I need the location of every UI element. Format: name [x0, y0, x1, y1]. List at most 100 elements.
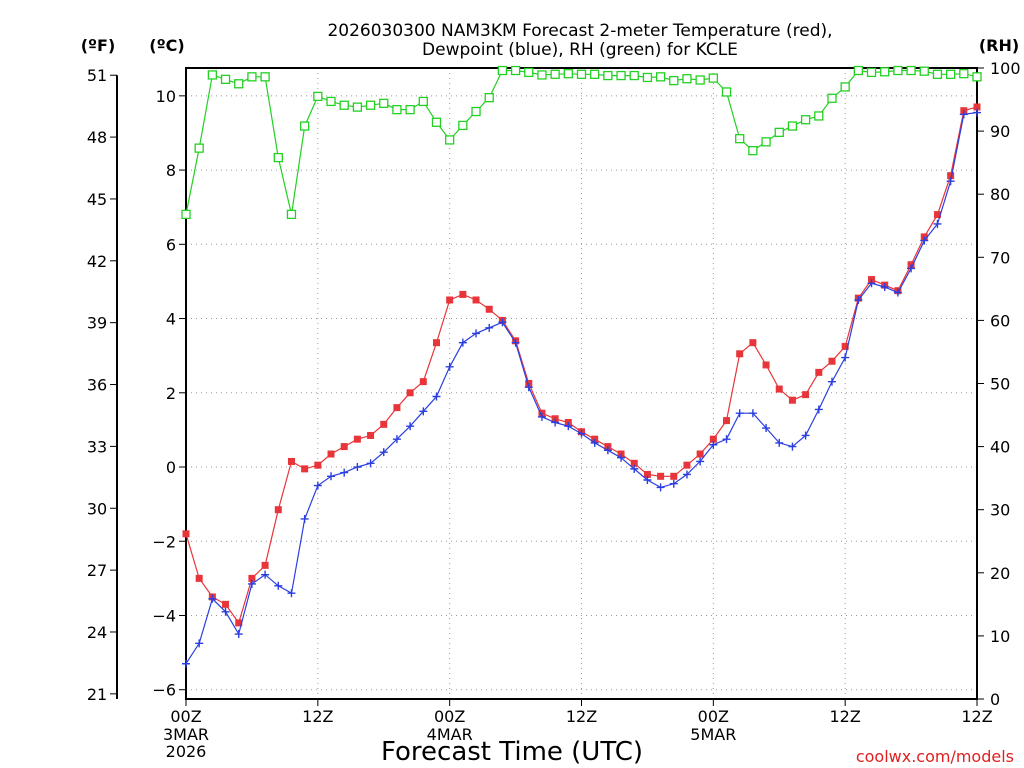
dewpoint-point — [630, 464, 639, 473]
celsius-tick-label: 10 — [156, 87, 176, 106]
fahrenheit-tick-label: 33 — [87, 437, 107, 456]
rh-point — [840, 82, 850, 92]
rh-point — [893, 65, 903, 76]
x-tick-year-label: 2026 — [166, 742, 207, 761]
x-tick-date-label: 3MAR — [163, 725, 209, 744]
dewpoint-point — [867, 279, 876, 288]
2-meter-temperature-point — [749, 339, 757, 347]
dewpoint-point — [340, 468, 349, 477]
dewpoint-point — [893, 288, 902, 297]
rh-point — [959, 69, 969, 79]
rh-point — [339, 100, 349, 110]
dewpoint-point — [313, 481, 322, 490]
celsius-unit-label: (ºC) — [149, 36, 184, 55]
dewpoint-point — [603, 446, 612, 455]
2-meter-temperature-point — [485, 305, 493, 313]
rh-point — [431, 117, 442, 127]
rh-point — [708, 73, 718, 83]
dewpoint-point — [682, 470, 691, 479]
fahrenheit-unit-label: (ºF) — [81, 36, 116, 55]
chart-title-line2: Dewpoint (blue), RH (green) for KCLE — [422, 40, 738, 60]
rh-point — [945, 69, 956, 79]
x-tick-label: 12Z — [961, 707, 992, 726]
dewpoint-point — [208, 594, 217, 603]
2-meter-temperature-point — [301, 465, 309, 473]
2-meter-temperature-point — [841, 342, 849, 350]
2-meter-temperature-point — [736, 350, 744, 358]
2-meter-temperature-point — [696, 450, 704, 458]
x-tick-label: 12Z — [302, 707, 333, 726]
dewpoint-point — [524, 383, 533, 392]
rh-point — [563, 69, 573, 79]
dewpoint-point — [551, 418, 560, 427]
rh-point — [590, 69, 600, 79]
dewpoint-point — [182, 659, 190, 668]
dewpoint-point — [814, 405, 823, 414]
2-meter-temperature-point — [287, 457, 295, 465]
2-meter-temperature-point — [630, 459, 638, 467]
chart-title-line1: 2026030300 NAM3KM Forecast 2-meter Tempe… — [327, 21, 832, 41]
dewpoint-point — [432, 392, 441, 401]
celsius-tick-label: −2 — [152, 532, 176, 551]
rh-tick-label: 40 — [990, 438, 1010, 457]
x-tick-date-label: 4MAR — [427, 725, 473, 744]
dewpoint-point — [287, 589, 296, 598]
fahrenheit-tick-label: 27 — [87, 561, 107, 580]
x-tick-label: 00Z — [434, 707, 465, 726]
dewpoint-point — [973, 108, 981, 117]
2-meter-temperature-point — [340, 443, 348, 451]
fahrenheit-tick-label: 45 — [87, 190, 107, 209]
2-meter-temperature-point — [432, 339, 440, 347]
rh-point — [458, 120, 468, 131]
dewpoint-point — [827, 377, 836, 386]
2-meter-temperature-point — [643, 470, 651, 478]
dewpoint-point — [946, 177, 955, 186]
rh-point — [484, 93, 494, 103]
2-meter-temperature-point — [762, 361, 770, 369]
2-meter-temperature-point — [828, 357, 836, 365]
rh-point — [669, 75, 679, 86]
gridlines — [186, 68, 977, 699]
rh-tick-label: 10 — [990, 627, 1010, 646]
rh-tick-label: 20 — [990, 564, 1010, 583]
dewpoint-point — [762, 424, 771, 433]
rh-point — [273, 152, 283, 163]
2-meter-temperature-point — [709, 435, 717, 443]
fahrenheit-tick-label: 48 — [87, 128, 107, 147]
axes: 1086420−2−4−6514845423936333027242110090… — [87, 59, 1021, 761]
dewpoint-point — [221, 607, 230, 616]
dewpoint-point — [537, 412, 546, 421]
rh-point — [234, 79, 244, 89]
rh-point — [194, 143, 204, 153]
dewpoint-point — [643, 476, 652, 485]
2-meter-temperature-point — [406, 389, 414, 397]
2-meter-temperature-point — [723, 417, 731, 425]
celsius-tick-label: 8 — [166, 161, 176, 180]
fahrenheit-tick-label: 30 — [87, 499, 107, 518]
dewpoint-point — [247, 579, 256, 588]
dewpoint-point — [300, 514, 309, 523]
rh-point — [576, 69, 587, 79]
dewpoint-point — [406, 422, 415, 431]
rh-point — [405, 104, 415, 115]
rh-point — [800, 115, 811, 125]
dewpoint-point — [564, 422, 573, 431]
x-tick-label: 12Z — [830, 707, 861, 726]
2-meter-temperature-point — [788, 396, 796, 404]
2-meter-temperature-point — [393, 404, 401, 412]
rh-tick-label: 30 — [990, 501, 1010, 520]
credit-text: coolwx.com/models — [856, 747, 1014, 766]
dewpoint-point — [959, 110, 968, 119]
rh-point — [418, 96, 428, 107]
fahrenheit-tick-label: 51 — [87, 66, 107, 85]
fahrenheit-tick-label: 21 — [87, 685, 107, 704]
rh-point — [655, 72, 666, 82]
2-meter-temperature-point — [195, 574, 203, 582]
2-meter-temperature-point — [353, 435, 361, 443]
2-meter-temperature-point — [222, 600, 230, 608]
celsius-tick-label: −4 — [152, 606, 176, 625]
rh-point — [326, 96, 336, 107]
dewpoint-point — [735, 409, 744, 418]
dewpoint-point — [801, 431, 810, 440]
